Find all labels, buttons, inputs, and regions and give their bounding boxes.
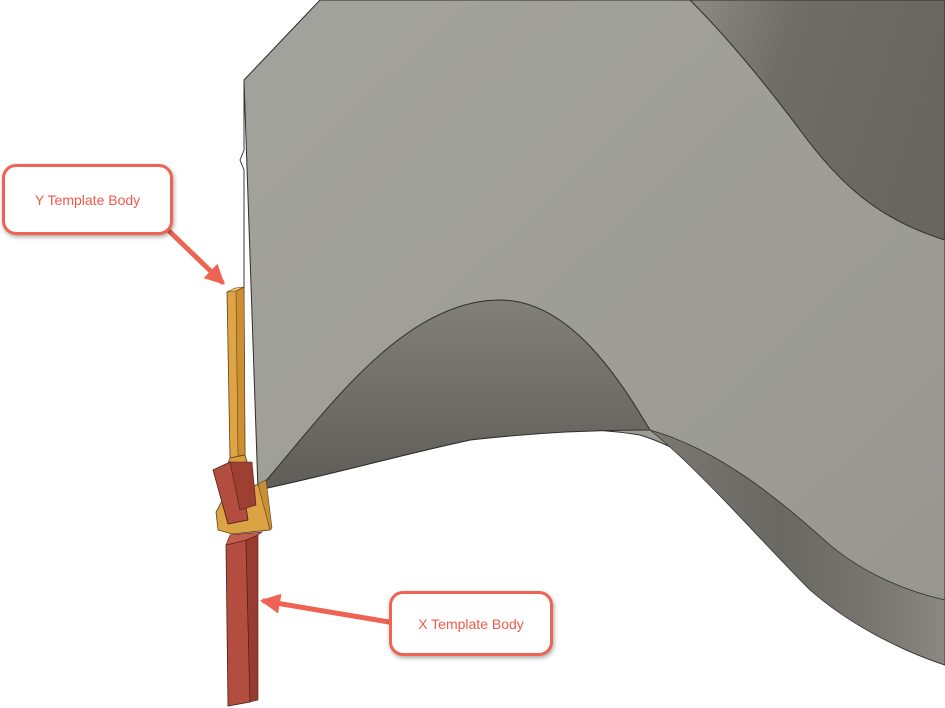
x-template-label: X Template Body — [418, 615, 524, 632]
x-template-callout: X Template Body — [389, 591, 553, 656]
x-callout-arrow — [260, 593, 392, 625]
y-template-label: Y Template Body — [34, 191, 141, 208]
y-template-callout: Y Template Body — [2, 164, 173, 235]
surface-left-edge — [239, 80, 245, 490]
surface-upper-wave — [689, 0, 945, 241]
x-template-body — [212, 461, 264, 707]
y-callout-arrow — [165, 227, 225, 285]
surface-underside-bump — [256, 299, 651, 491]
